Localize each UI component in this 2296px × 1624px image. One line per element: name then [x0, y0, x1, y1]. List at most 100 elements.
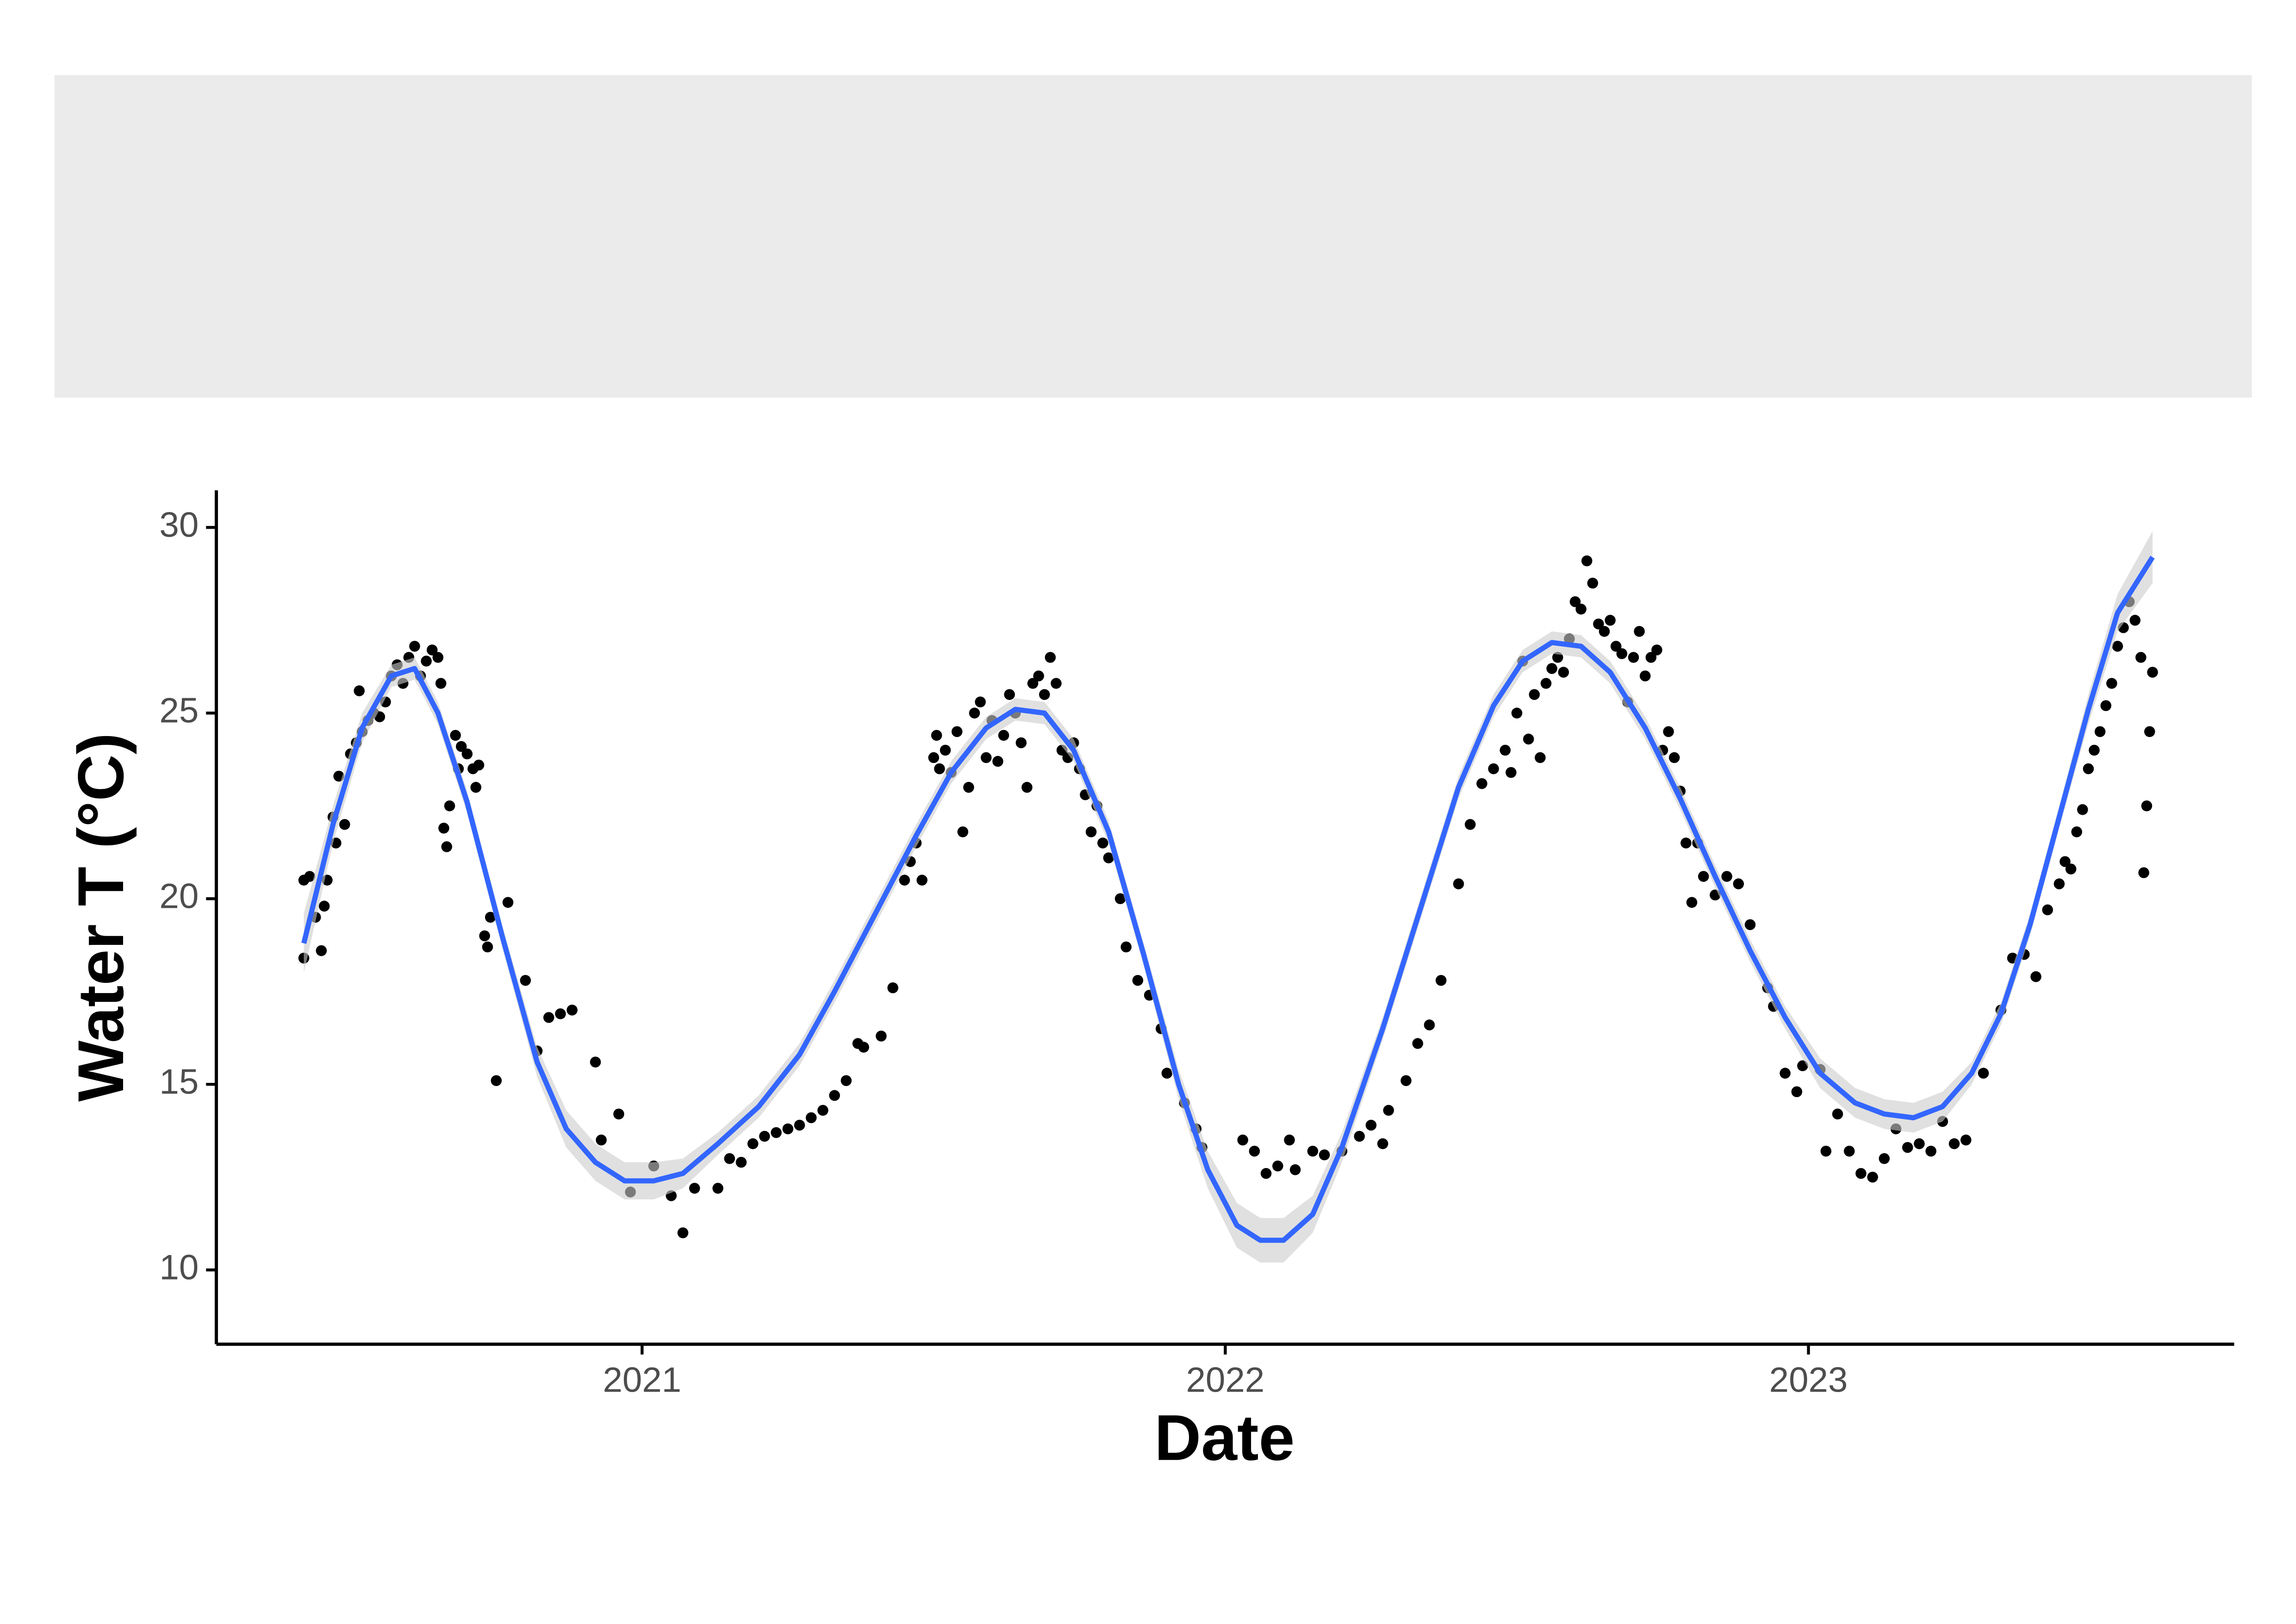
point — [1260, 1168, 1272, 1179]
point — [485, 912, 496, 923]
point — [771, 1127, 782, 1138]
point — [1365, 1119, 1377, 1131]
point — [421, 656, 432, 667]
point — [318, 900, 330, 912]
point — [1575, 603, 1587, 615]
point — [1680, 837, 1692, 849]
point — [2065, 863, 2077, 874]
point — [1634, 626, 1645, 637]
point — [735, 1156, 747, 1168]
point — [304, 871, 315, 882]
point — [928, 752, 940, 763]
point — [934, 763, 945, 775]
point — [444, 800, 455, 812]
point — [940, 744, 951, 756]
point — [2071, 826, 2082, 837]
point — [1616, 648, 1628, 659]
point — [2106, 678, 2117, 689]
point — [2141, 800, 2153, 812]
point — [590, 1056, 601, 1068]
point — [461, 748, 473, 760]
x-tick-label: 2022 — [1186, 1360, 1265, 1399]
point — [1085, 826, 1097, 837]
y-tick-label: 15 — [159, 1062, 199, 1101]
point — [2094, 726, 2106, 737]
point — [1027, 678, 1039, 689]
point — [1476, 778, 1487, 789]
point — [1435, 974, 1447, 986]
point — [409, 641, 420, 652]
point — [566, 1005, 578, 1016]
point — [596, 1134, 607, 1146]
point — [2053, 878, 2065, 889]
point — [992, 756, 1003, 767]
point — [2135, 652, 2147, 663]
point — [543, 1012, 554, 1023]
point — [1523, 733, 1534, 745]
point — [2129, 615, 2140, 626]
point — [1500, 744, 1511, 756]
point — [426, 644, 438, 656]
point — [1698, 871, 1709, 882]
point — [1506, 767, 1517, 778]
point — [2100, 700, 2111, 712]
point — [438, 823, 449, 834]
point — [1529, 689, 1540, 700]
point — [840, 1075, 852, 1087]
y-tick-label: 10 — [159, 1248, 199, 1287]
point — [2077, 804, 2088, 815]
point — [1535, 752, 1546, 763]
point — [1960, 1134, 1972, 1146]
x-tick-label: 2023 — [1769, 1360, 1848, 1399]
point — [1832, 1108, 1843, 1120]
point — [339, 819, 350, 830]
point — [1319, 1149, 1330, 1161]
point — [450, 730, 461, 741]
point — [975, 696, 986, 708]
point — [712, 1183, 723, 1194]
point — [2083, 763, 2094, 775]
point — [1307, 1145, 1319, 1157]
point — [2138, 867, 2149, 878]
point — [1400, 1075, 1412, 1087]
point — [829, 1090, 840, 1101]
point — [1587, 577, 1599, 589]
point — [1424, 1019, 1435, 1031]
point — [1639, 670, 1651, 681]
point — [1289, 1164, 1301, 1175]
strip — [54, 75, 2252, 398]
point — [1721, 871, 1732, 882]
point — [1114, 893, 1126, 905]
point — [1354, 1131, 1365, 1142]
point — [1558, 667, 1569, 678]
point — [1015, 737, 1027, 749]
point — [1855, 1168, 1867, 1179]
point — [1599, 626, 1610, 637]
point — [555, 1008, 566, 1019]
point — [502, 897, 514, 908]
x-axis-title: Date — [1154, 1401, 1294, 1474]
point — [1733, 878, 1744, 889]
point — [2030, 971, 2041, 982]
point — [1237, 1134, 1249, 1146]
point — [1914, 1138, 1925, 1149]
point — [876, 1031, 887, 1042]
point — [817, 1105, 828, 1116]
point — [1948, 1138, 1960, 1149]
point — [969, 707, 980, 719]
point — [1383, 1105, 1394, 1116]
point — [1791, 1086, 1803, 1098]
point — [2112, 641, 2123, 652]
point — [1412, 1038, 1424, 1049]
point — [432, 652, 444, 663]
point — [1686, 897, 1698, 908]
point — [1978, 1068, 1989, 1079]
point — [1546, 663, 1557, 674]
point — [470, 781, 481, 793]
point — [482, 941, 493, 953]
point — [1033, 670, 1044, 681]
point — [1511, 707, 1523, 719]
smooth-line — [301, 556, 2155, 1243]
point — [441, 841, 452, 852]
point — [998, 730, 1009, 741]
